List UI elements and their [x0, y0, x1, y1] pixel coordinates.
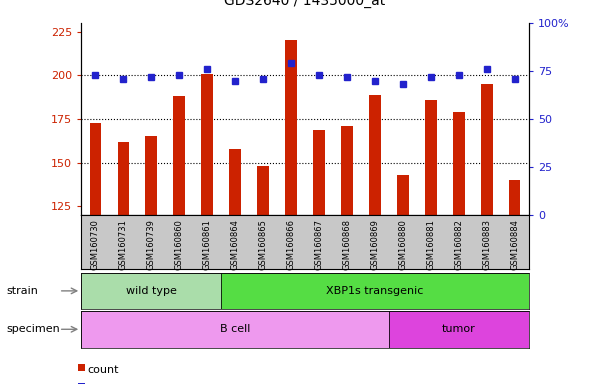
- Bar: [397, 175, 409, 215]
- Bar: [174, 96, 185, 215]
- Bar: [341, 126, 353, 215]
- Bar: [453, 112, 465, 215]
- Bar: [145, 136, 157, 215]
- Text: GSM160881: GSM160881: [427, 219, 436, 270]
- Text: count: count: [87, 365, 118, 375]
- Text: GSM160883: GSM160883: [483, 219, 492, 270]
- Text: GSM160731: GSM160731: [118, 219, 127, 270]
- Text: GSM160880: GSM160880: [398, 219, 407, 270]
- Text: GSM160884: GSM160884: [510, 219, 519, 270]
- Text: tumor: tumor: [442, 324, 476, 334]
- Text: wild type: wild type: [126, 286, 177, 296]
- Bar: [230, 149, 240, 215]
- Bar: [90, 122, 101, 215]
- Bar: [118, 142, 129, 215]
- Text: GSM160867: GSM160867: [314, 219, 323, 270]
- Bar: [370, 94, 380, 215]
- Text: GSM160882: GSM160882: [454, 219, 463, 270]
- Bar: [257, 166, 269, 215]
- Text: GSM160730: GSM160730: [91, 219, 100, 270]
- Bar: [285, 40, 297, 215]
- Text: XBP1s transgenic: XBP1s transgenic: [326, 286, 424, 296]
- Text: GSM160864: GSM160864: [231, 219, 240, 270]
- Text: GDS2640 / 1435000_at: GDS2640 / 1435000_at: [224, 0, 386, 8]
- Text: GSM160868: GSM160868: [343, 219, 352, 270]
- Bar: [81, 273, 221, 309]
- Text: GSM160869: GSM160869: [370, 219, 379, 270]
- Text: GSM160861: GSM160861: [203, 219, 212, 270]
- Bar: [509, 180, 520, 215]
- Bar: [313, 129, 325, 215]
- Text: B cell: B cell: [220, 324, 250, 334]
- Bar: [221, 273, 529, 309]
- Bar: [81, 311, 389, 348]
- Bar: [389, 311, 529, 348]
- Bar: [481, 84, 492, 215]
- Text: specimen: specimen: [6, 324, 59, 334]
- Text: GSM160860: GSM160860: [174, 219, 183, 270]
- Bar: [426, 100, 436, 215]
- Bar: [201, 74, 213, 215]
- Text: GSM160739: GSM160739: [147, 219, 156, 270]
- Text: strain: strain: [6, 286, 38, 296]
- Text: GSM160865: GSM160865: [258, 219, 267, 270]
- Text: GSM160866: GSM160866: [287, 219, 296, 270]
